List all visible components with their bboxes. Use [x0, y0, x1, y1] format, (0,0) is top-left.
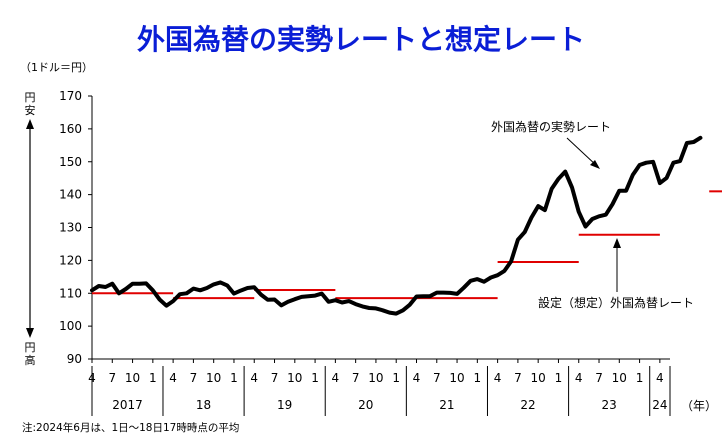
- x-tick-label: 1: [311, 371, 319, 385]
- x-tick-label: 4: [413, 371, 421, 385]
- y-tick-label: 140: [59, 188, 82, 202]
- x-tick-label: 1: [474, 371, 482, 385]
- actual-rate-series: [90, 135, 703, 316]
- assumed-rate-lines: [92, 190, 722, 300]
- x-tick-label: 7: [352, 371, 360, 385]
- year-label: 2017: [112, 398, 143, 412]
- x-tick-label: 1: [555, 371, 563, 385]
- x-tick-label: 10: [206, 371, 221, 385]
- x-tick-label: 7: [595, 371, 603, 385]
- x-tick-label: 1: [392, 371, 400, 385]
- direction-arrow: [26, 119, 34, 338]
- x-tick-label: 4: [169, 371, 177, 385]
- x-tick-label: 10: [368, 371, 383, 385]
- year-label: 23: [602, 398, 617, 412]
- year-label: 19: [277, 398, 292, 412]
- assumed-rate-annotation: 設定（想定）外国為替レート: [538, 295, 694, 310]
- x-tick-label: 10: [449, 371, 464, 385]
- x-tick-label: 7: [433, 371, 441, 385]
- annotation-arrow: [566, 137, 598, 167]
- unit-label: （1ドル＝円）: [20, 61, 93, 74]
- x-tick-label: 10: [125, 371, 140, 385]
- y-tick-label: 160: [59, 122, 82, 136]
- y-tick-label: 170: [59, 89, 82, 103]
- x-tick-label: 4: [332, 371, 340, 385]
- x-tick-label: 10: [612, 371, 627, 385]
- chart-title: 外国為替の実勢レートと想定レート: [137, 23, 585, 56]
- year-label: 18: [196, 398, 211, 412]
- x-ticks: 4710147101471014710147101471014710142017…: [88, 359, 671, 416]
- y-tick-label: 100: [59, 319, 82, 333]
- x-tick-label: 4: [575, 371, 583, 385]
- year-label: 24: [652, 398, 667, 412]
- y-tick-label: 110: [59, 286, 82, 300]
- y-tick-label: 150: [59, 155, 82, 169]
- yen-strong-label-2: 高: [25, 353, 36, 367]
- x-tick-label: 4: [656, 371, 664, 385]
- actual-rate-line: [90, 135, 703, 316]
- annotation-arrowhead: [613, 238, 621, 248]
- x-tick-label: 4: [494, 371, 502, 385]
- x-tick-label: 7: [271, 371, 279, 385]
- yen-weak-label-2: 安: [25, 103, 36, 117]
- year-label: 21: [439, 398, 454, 412]
- axes: 90 100 110 120 130 140 150 160 170: [59, 89, 670, 366]
- x-unit-label: （年）: [681, 399, 717, 413]
- yen-strong-label-1: 円: [25, 341, 36, 354]
- x-tick-label: 10: [287, 371, 302, 385]
- annotation-arrowhead: [590, 160, 600, 169]
- yen-weak-label-1: 円: [25, 91, 36, 104]
- x-tick-label: 1: [149, 371, 157, 385]
- x-tick-label: 1: [230, 371, 238, 385]
- x-tick-label: 7: [108, 371, 116, 385]
- x-tick-label: 10: [531, 371, 546, 385]
- y-tick-label: 130: [59, 221, 82, 235]
- x-tick-label: 7: [514, 371, 522, 385]
- y-tick-label: 90: [67, 352, 82, 366]
- y-tick-label: 120: [59, 253, 82, 267]
- footnote: 注:2024年6月は、1日～18日17時時点の平均: [22, 421, 239, 434]
- year-label: 20: [358, 398, 373, 412]
- x-tick-label: 1: [636, 371, 644, 385]
- x-tick-label: 7: [190, 371, 198, 385]
- year-label: 22: [520, 398, 535, 412]
- actual-rate-annotation: 外国為替の実勢レート: [491, 119, 611, 134]
- x-tick-label: 4: [250, 371, 258, 385]
